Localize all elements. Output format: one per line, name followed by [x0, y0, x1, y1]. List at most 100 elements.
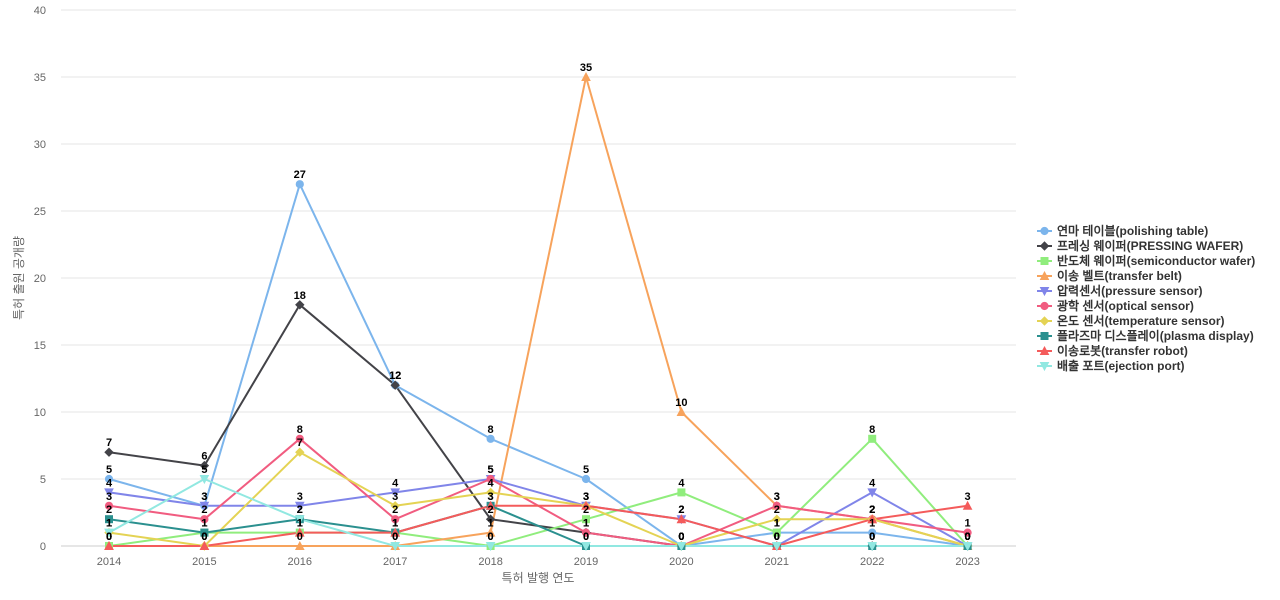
data-point: [295, 300, 305, 310]
data-point: [676, 514, 687, 524]
data-label: 0: [678, 531, 684, 543]
data-point: [104, 474, 114, 484]
data-label: 4: [869, 477, 876, 489]
series-line-8: [109, 504, 968, 547]
data-point: [581, 474, 591, 484]
data-label: 2: [869, 504, 875, 516]
data-label: 2: [392, 504, 398, 516]
data-label: 12: [389, 370, 401, 382]
data-point: [390, 488, 401, 498]
data-point: [294, 501, 305, 511]
series-line-9: [108, 478, 968, 547]
data-label: 0: [774, 531, 780, 543]
data-label: 0: [678, 531, 684, 543]
data-point: [581, 542, 591, 552]
legend-item[interactable]: 배출 포트(ejection port): [1037, 358, 1185, 373]
legend-item[interactable]: 반도체 웨이퍼(semiconductor wafer): [1037, 253, 1255, 268]
legend-item[interactable]: 압력센서(pressure sensor): [1037, 283, 1203, 298]
data-label: 1: [201, 518, 207, 530]
data-label: 0: [965, 531, 971, 543]
legend-item[interactable]: 이송로봇(transfer robot): [1037, 343, 1188, 358]
legend-item[interactable]: 이송 벨트(transfer belt): [1037, 268, 1182, 283]
data-label: 0: [965, 531, 971, 543]
legend-label: 프레싱 웨이퍼(PRESSING WAFER): [1057, 238, 1243, 253]
data-label: 3: [774, 491, 780, 503]
data-label: 3: [965, 491, 971, 503]
data-label: 1: [965, 518, 971, 530]
series-line-1: [108, 303, 968, 547]
data-label: 2: [678, 504, 684, 516]
x-axis-title: 특허 발행 연도: [502, 570, 575, 585]
data-label: 2: [869, 504, 875, 516]
data-label: 2: [678, 504, 684, 516]
data-label: 1: [297, 518, 303, 530]
data-point: [485, 487, 496, 498]
y-tick-label: 35: [34, 72, 46, 84]
data-label: 0: [774, 531, 780, 543]
data-label: 1: [392, 518, 398, 530]
data-label: 2: [869, 504, 875, 516]
legend-marker: [1039, 345, 1050, 355]
data-point: [294, 540, 305, 550]
data-label: 8: [869, 424, 875, 436]
legend-item[interactable]: 프레싱 웨이퍼(PRESSING WAFER): [1037, 238, 1243, 253]
data-label: 0: [392, 531, 398, 543]
y-tick-label: 25: [34, 206, 46, 218]
data-point: [868, 434, 877, 443]
data-label: 6: [201, 451, 207, 463]
legend-item[interactable]: 연마 테이블(polishing table): [1037, 223, 1208, 238]
x-tick-label: 2022: [860, 556, 884, 568]
data-label: 35: [580, 62, 592, 74]
legend-marker: [1039, 316, 1050, 326]
legend-label: 이송 벨트(transfer belt): [1057, 268, 1182, 283]
legend-marker: [1040, 257, 1049, 265]
data-label: 4: [488, 477, 495, 489]
data-label: 0: [965, 531, 971, 543]
data-point: [200, 528, 209, 537]
data-label: 0: [869, 531, 875, 543]
legend-marker: [1039, 362, 1050, 372]
legend-label: 광학 센서(optical sensor): [1057, 298, 1194, 313]
data-label: 2: [583, 504, 589, 516]
data-label: 1: [201, 518, 207, 530]
y-tick-label: 30: [34, 139, 46, 151]
series-lines: [108, 76, 969, 547]
data-label: 8: [297, 424, 303, 436]
y-axis: 0 5 10 15 20 25 30 35 40: [34, 5, 46, 553]
data-label: 0: [678, 531, 684, 543]
legend-label: 이송로봇(transfer robot): [1057, 343, 1188, 358]
grid: [61, 9, 1016, 547]
data-label: 3: [488, 491, 494, 503]
data-label: 0: [106, 531, 112, 543]
data-point: [199, 501, 210, 511]
data-label: 0: [488, 531, 494, 543]
data-point: [486, 434, 495, 443]
x-tick-label: 2023: [955, 556, 979, 568]
y-axis-title: 특허 출원 공개량: [12, 236, 26, 320]
data-label: 5: [488, 464, 494, 476]
legend-item[interactable]: 플라즈마 디스플레이(plasma display): [1037, 328, 1254, 343]
legend-item[interactable]: 광학 센서(optical sensor): [1037, 298, 1194, 313]
data-point: [581, 528, 591, 537]
y-tick-label: 20: [34, 273, 46, 285]
legend-item[interactable]: 온도 센서(temperature sensor): [1037, 313, 1225, 328]
data-label: 1: [392, 518, 398, 530]
data-point: [390, 527, 401, 537]
data-label: 3: [488, 491, 494, 503]
x-axis: 2014 2015 2016 2017 2018 2019 2020 2021 2022 2023: [97, 556, 980, 568]
data-point: [199, 475, 210, 485]
data-label: 0: [678, 531, 684, 543]
data-label: 0: [965, 531, 971, 543]
data-point: [867, 514, 878, 524]
y-tick-label: 10: [34, 407, 46, 419]
data-label: 0: [965, 531, 971, 543]
data-label: 1: [106, 518, 112, 530]
data-point: [676, 542, 687, 552]
x-tick-label: 2017: [383, 556, 407, 568]
x-tick-label: 2014: [97, 556, 121, 568]
series-line-3: [109, 76, 968, 547]
x-tick-label: 2016: [288, 556, 312, 568]
data-label: 27: [294, 169, 306, 181]
data-label: 1: [774, 518, 780, 530]
data-point: [581, 500, 591, 510]
